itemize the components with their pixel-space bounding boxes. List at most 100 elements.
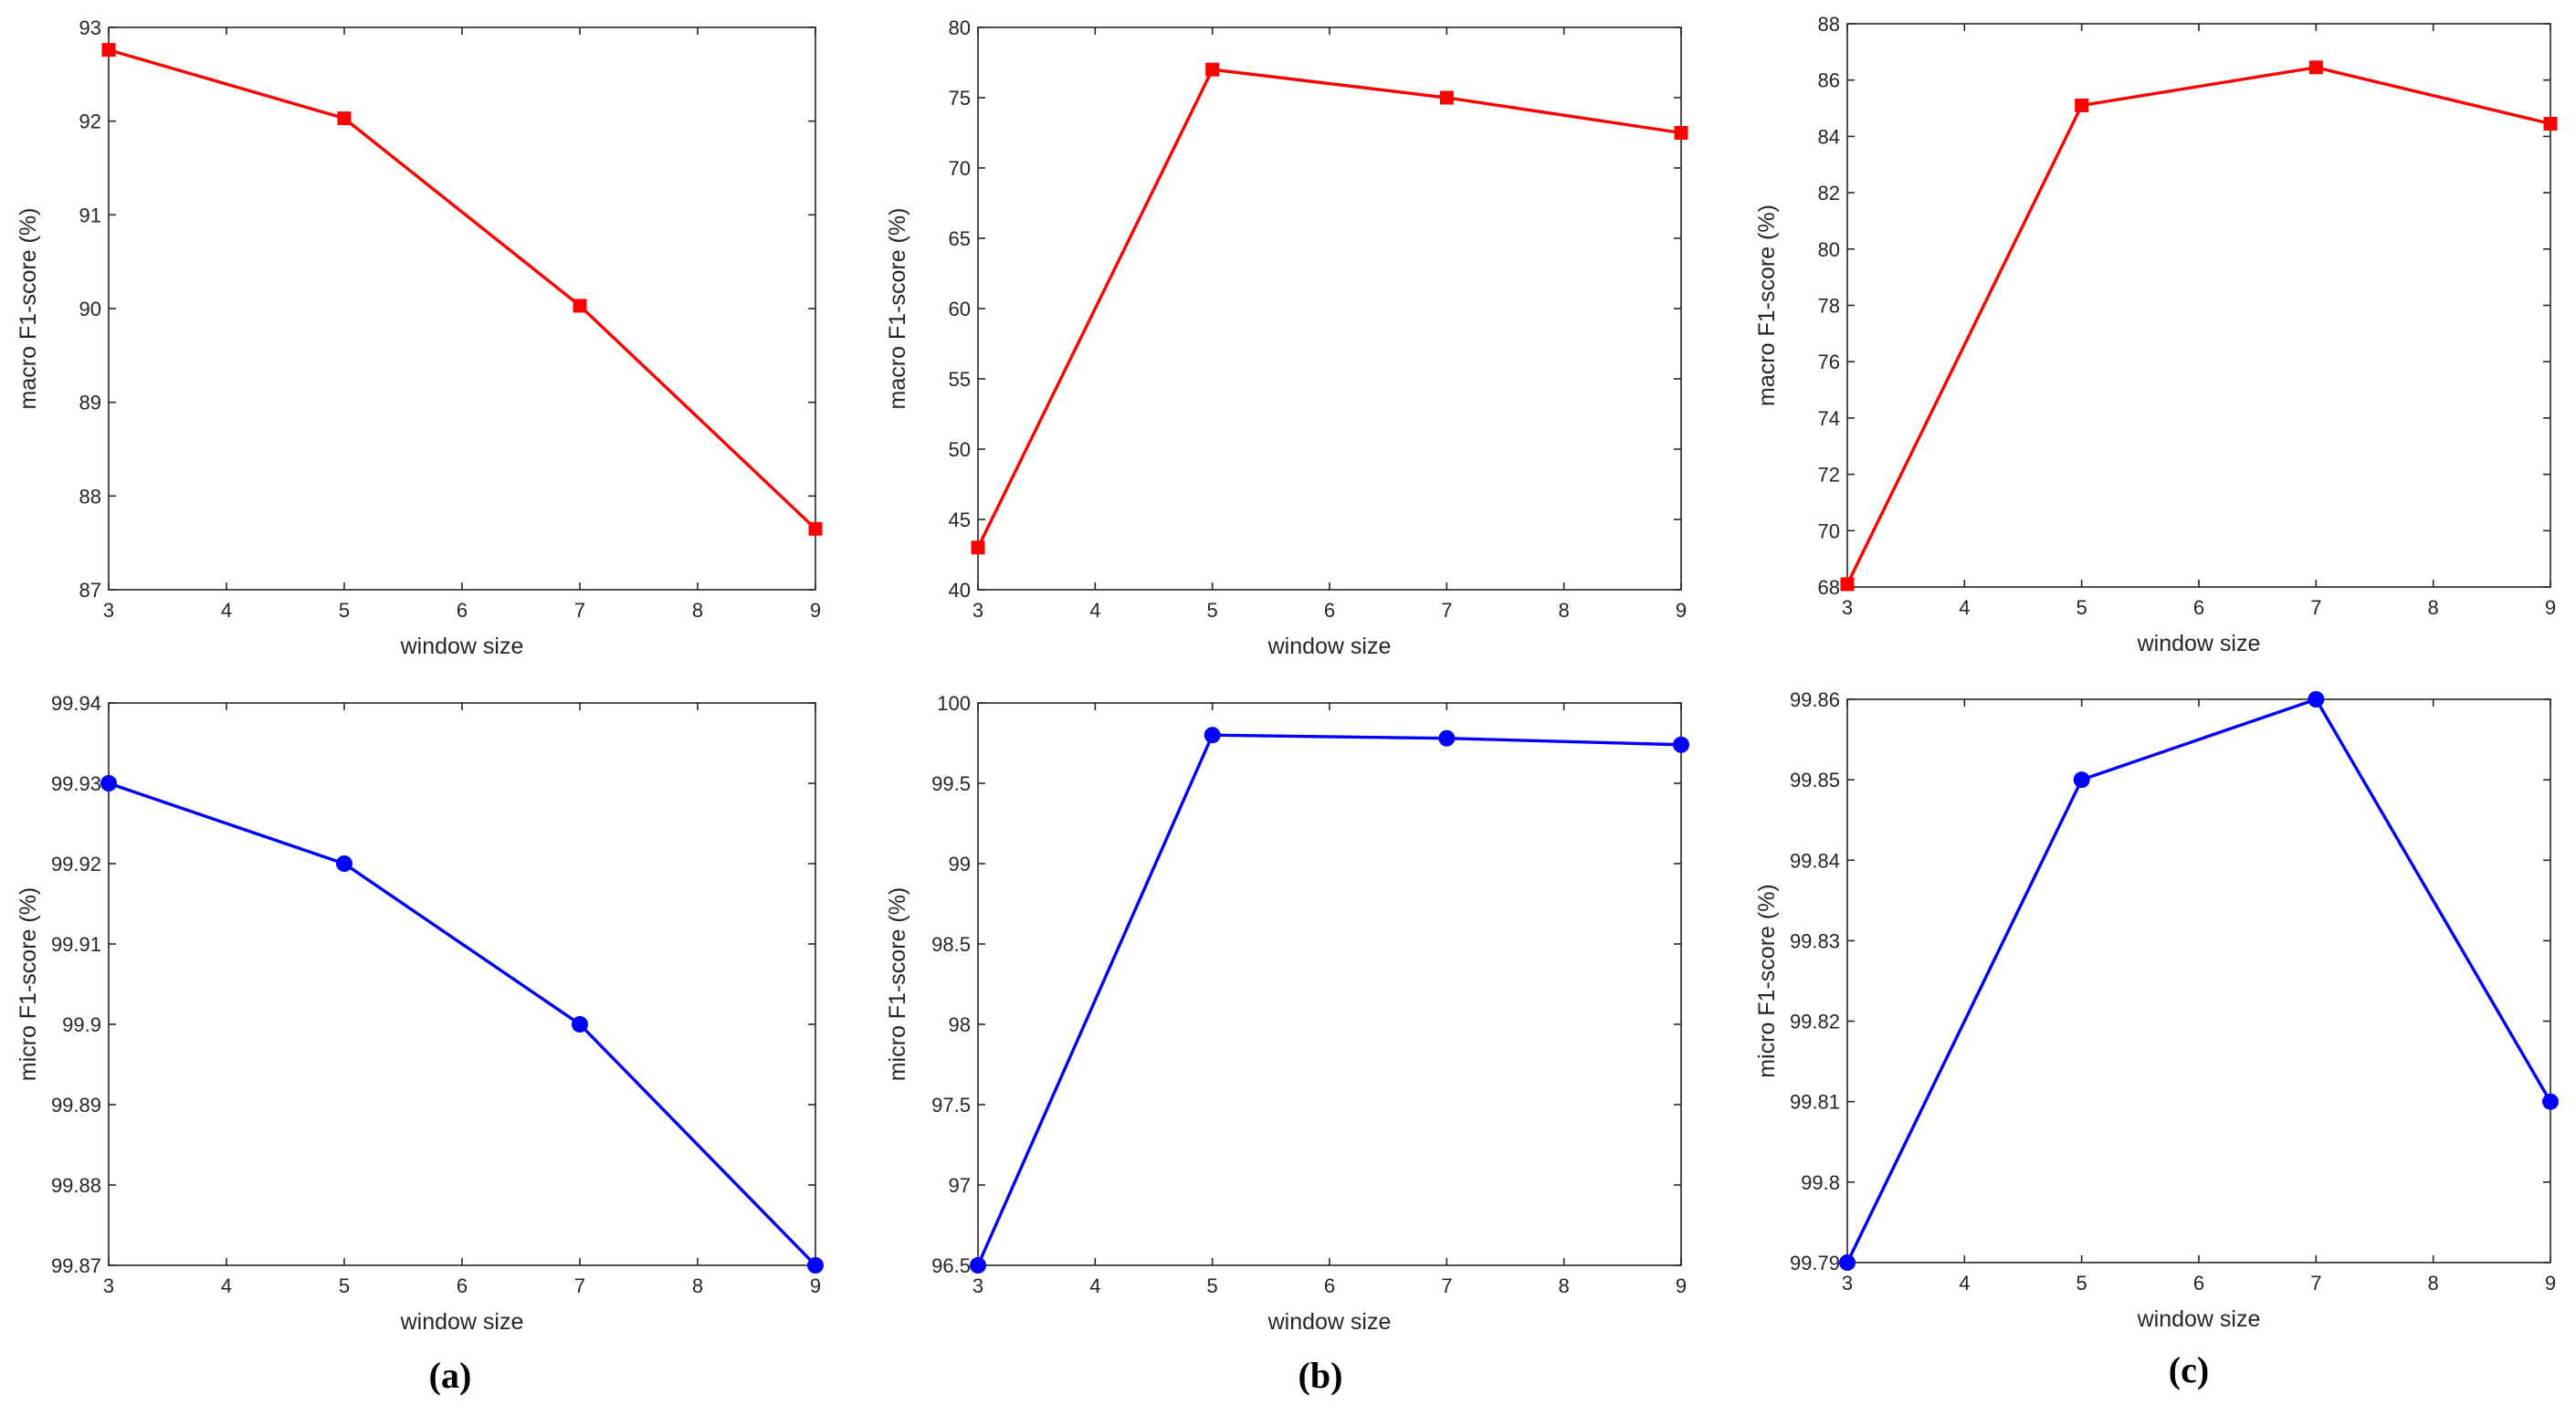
x-tick-label: 5 — [2077, 1272, 2087, 1295]
y-tick-label: 84 — [1818, 125, 1840, 148]
data-point-marker — [1840, 577, 1855, 592]
x-tick-label: 3 — [973, 599, 983, 622]
y-tick-label: 74 — [1818, 407, 1840, 430]
y-tick-label: 89 — [79, 392, 101, 414]
plot-area — [1846, 698, 2551, 1263]
y-tick-label: 88 — [1818, 13, 1840, 36]
x-axis-label: window size — [400, 1309, 524, 1335]
data-point-marker — [1438, 729, 1456, 747]
y-tick-label: 82 — [1818, 182, 1840, 204]
y-tick-label: 78 — [1818, 295, 1840, 318]
x-tick-label: 8 — [1559, 1274, 1570, 1297]
data-point-marker — [101, 43, 116, 58]
y-tick-label: 99.88 — [51, 1174, 101, 1197]
x-tick-label: 9 — [1676, 1274, 1687, 1297]
y-tick-label: 87 — [79, 579, 101, 602]
x-tick-label: 3 — [1842, 596, 1853, 619]
y-tick-label: 99.89 — [51, 1094, 101, 1117]
caption-a: (a) — [429, 1355, 472, 1396]
y-tick-label: 70 — [949, 157, 971, 180]
data-point-marker — [971, 540, 985, 555]
data-point-marker — [807, 1257, 824, 1274]
data-point-marker — [1439, 90, 1454, 105]
plot-area — [1846, 23, 2551, 588]
x-axis-label: window size — [1267, 1309, 1392, 1335]
y-axis-label: micro F1-score (%) — [1754, 884, 1780, 1078]
y-tick-label: 76 — [1818, 351, 1840, 373]
x-tick-label: 6 — [1324, 1274, 1335, 1297]
y-tick-label: 65 — [949, 227, 971, 250]
y-tick-label: 90 — [79, 298, 101, 320]
data-point-marker — [2543, 117, 2558, 131]
y-tick-label: 99.92 — [51, 853, 101, 876]
y-tick-label: 45 — [949, 509, 971, 531]
data-point-marker — [336, 855, 352, 872]
y-axis-label: macro F1-score (%) — [885, 208, 910, 410]
x-tick-label: 9 — [2545, 596, 2556, 619]
data-point-marker — [808, 521, 823, 536]
y-axis-label: micro F1-score (%) — [885, 887, 910, 1082]
x-tick-label: 4 — [221, 1274, 232, 1297]
x-tick-label: 5 — [1207, 599, 1218, 622]
data-point-marker — [573, 299, 587, 313]
y-tick-label: 97.5 — [931, 1094, 971, 1117]
x-tick-label: 6 — [457, 599, 468, 622]
x-tick-label: 6 — [2193, 596, 2204, 619]
x-tick-label: 8 — [2428, 596, 2439, 619]
y-tick-label: 99.94 — [51, 692, 101, 715]
y-tick-label: 99.91 — [51, 933, 101, 956]
x-tick-label: 5 — [339, 1274, 350, 1297]
y-tick-label: 99 — [949, 853, 971, 876]
x-tick-label: 9 — [1676, 599, 1687, 622]
y-tick-label: 100 — [937, 692, 971, 715]
chart-panel-5: 3 4 5 6 7 8 9 96.5 97 97.5 98 98.5 99 99.5 100 window s… — [885, 692, 1689, 1335]
x-tick-label: 5 — [1207, 1274, 1218, 1297]
captions: (a) (b) (c) — [429, 1349, 2210, 1396]
plot-area — [108, 702, 816, 1266]
x-tick-label: 7 — [2310, 596, 2321, 619]
x-tick-label: 8 — [1559, 599, 1570, 622]
plot-area — [977, 702, 1682, 1266]
y-tick-label: 92 — [79, 110, 101, 133]
x-tick-label: 3 — [103, 599, 114, 622]
x-tick-label: 7 — [574, 1274, 585, 1297]
y-tick-label: 72 — [1818, 464, 1840, 487]
y-tick-label: 68 — [1818, 576, 1840, 599]
y-tick-label: 60 — [949, 298, 971, 320]
data-point-marker — [2542, 1093, 2559, 1110]
y-tick-label: 70 — [1818, 519, 1840, 542]
series-line — [976, 733, 1682, 1266]
y-tick-label: 99.83 — [1790, 929, 1840, 952]
y-tick-label: 96.5 — [931, 1254, 971, 1277]
x-tick-label: 7 — [2310, 1272, 2321, 1295]
y-tick-label: 97 — [949, 1174, 971, 1197]
x-tick-label: 5 — [2077, 596, 2087, 619]
x-tick-label: 9 — [810, 1274, 821, 1297]
data-point-marker — [1673, 736, 1689, 753]
y-tick-label: 99.84 — [1790, 849, 1840, 872]
y-axis-label: micro F1-score (%) — [16, 887, 41, 1082]
chart-panel-6: 3 4 5 6 7 8 9 99.79 99.8 99.81 99.82 99.83 99.84 99.8… — [1754, 688, 2559, 1332]
data-point-marker — [970, 1257, 986, 1274]
y-axis-label: macro F1-score (%) — [1754, 204, 1780, 406]
y-tick-label: 91 — [79, 204, 101, 226]
x-tick-label: 4 — [1089, 599, 1100, 622]
x-tick-label: 7 — [1441, 599, 1452, 622]
x-tick-label: 8 — [692, 599, 703, 622]
series-line — [108, 48, 817, 530]
y-tick-label: 99.9 — [62, 1013, 101, 1036]
x-tick-label: 5 — [339, 599, 350, 622]
y-tick-label: 99.79 — [1790, 1252, 1840, 1274]
data-point-marker — [1204, 727, 1221, 744]
x-tick-label: 4 — [1959, 596, 1970, 619]
x-tick-label: 7 — [1441, 1274, 1452, 1297]
y-tick-label: 99.5 — [931, 772, 971, 795]
y-tick-label: 99.87 — [51, 1254, 101, 1277]
data-point-marker — [2308, 691, 2325, 708]
y-tick-label: 55 — [949, 368, 971, 391]
data-point-marker — [2308, 60, 2323, 75]
